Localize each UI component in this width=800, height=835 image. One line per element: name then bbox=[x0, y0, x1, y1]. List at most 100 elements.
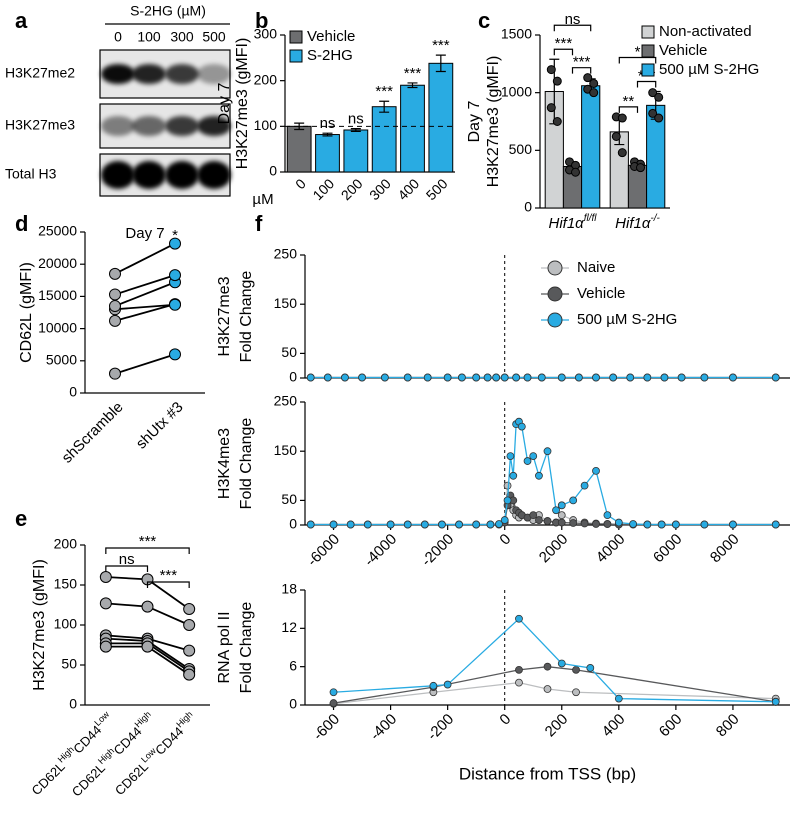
legend-label: Vehicle bbox=[577, 285, 625, 302]
significance: *** bbox=[432, 37, 450, 54]
bar bbox=[286, 125, 312, 173]
series-line bbox=[333, 681, 776, 705]
x-tick-label: -600 bbox=[310, 711, 343, 744]
data-point bbox=[543, 447, 552, 456]
bar bbox=[581, 85, 601, 209]
data-point bbox=[109, 367, 121, 380]
x-tick-label: 600 bbox=[656, 711, 686, 741]
data-point bbox=[495, 520, 503, 528]
y-axis-label: Fold Change bbox=[238, 418, 255, 510]
y-tick-label: 250 bbox=[274, 393, 298, 409]
blot-band bbox=[197, 64, 231, 84]
bracket bbox=[146, 581, 190, 588]
data-point bbox=[329, 688, 338, 697]
y-tick-label: 150 bbox=[274, 442, 298, 458]
error-bar bbox=[350, 128, 361, 132]
data-point bbox=[557, 518, 566, 527]
legend-swatch bbox=[289, 30, 303, 44]
data-point bbox=[617, 113, 627, 123]
data-point bbox=[535, 516, 543, 524]
bracket bbox=[618, 106, 639, 113]
x-tick-label: -4000 bbox=[361, 531, 400, 570]
legend-marker bbox=[547, 286, 563, 302]
x-tick-label: -200 bbox=[424, 711, 457, 744]
legend-label: 500 µM S-2HG bbox=[577, 311, 677, 328]
data-point bbox=[654, 92, 664, 102]
y-tick-label: 6 bbox=[289, 657, 297, 673]
data-point bbox=[609, 373, 618, 382]
data-point bbox=[403, 520, 412, 529]
lane-label: 500 bbox=[202, 29, 226, 45]
y-axis-label: H3K27me3 bbox=[216, 276, 233, 356]
x-tick-label: shUtx #3 bbox=[133, 399, 187, 453]
lane-label: 0 bbox=[114, 29, 122, 45]
lane-label: 300 bbox=[170, 29, 194, 45]
data-point bbox=[323, 373, 332, 382]
bracket-label: ns bbox=[119, 551, 135, 568]
data-point bbox=[614, 694, 623, 703]
data-point bbox=[580, 519, 589, 528]
data-point bbox=[592, 373, 600, 382]
panel-letter: b bbox=[255, 8, 268, 33]
x-axis-label: Distance from TSS (bp) bbox=[459, 764, 636, 783]
x-tick-label: -400 bbox=[367, 711, 400, 744]
y-tick-label: 12 bbox=[281, 619, 297, 635]
x-tick-label: 8000 bbox=[707, 531, 743, 567]
data-point bbox=[569, 519, 578, 527]
x-tick-label: 4000 bbox=[593, 531, 629, 567]
error-bar bbox=[435, 54, 446, 73]
y-tick-label: 0 bbox=[289, 696, 297, 712]
x-tick-label: Hif1αfl/fl bbox=[548, 213, 597, 232]
y-tick-label: 0 bbox=[69, 696, 77, 712]
data-point bbox=[589, 88, 599, 98]
series-line bbox=[310, 493, 776, 526]
data-point bbox=[771, 520, 780, 529]
data-point bbox=[109, 288, 121, 301]
significance: ns bbox=[348, 111, 364, 128]
data-point bbox=[771, 373, 780, 382]
data-point bbox=[592, 466, 600, 475]
data-point bbox=[660, 373, 669, 382]
data-point bbox=[183, 668, 196, 681]
data-point bbox=[329, 520, 338, 529]
data-point bbox=[617, 148, 627, 158]
y-tick-label: 1000 bbox=[501, 83, 532, 99]
data-point bbox=[729, 373, 737, 382]
series-line bbox=[310, 485, 776, 526]
data-point bbox=[472, 373, 481, 382]
data-point bbox=[492, 373, 501, 382]
y-tick-label: 0 bbox=[69, 384, 77, 400]
legend-swatch bbox=[289, 49, 303, 63]
data-point bbox=[546, 65, 556, 75]
data-point bbox=[429, 681, 438, 690]
chart-title: Day 7 bbox=[125, 225, 164, 242]
data-point bbox=[99, 571, 112, 583]
data-point bbox=[109, 314, 121, 327]
blot-band bbox=[197, 116, 231, 136]
data-point bbox=[700, 520, 709, 529]
pair-line bbox=[114, 353, 176, 375]
data-point bbox=[671, 520, 680, 529]
x-tick-label: 300 bbox=[366, 175, 394, 203]
data-point bbox=[571, 167, 580, 177]
data-point bbox=[99, 597, 112, 610]
data-point bbox=[654, 113, 664, 123]
x-tick-label: 400 bbox=[599, 711, 629, 741]
data-point bbox=[543, 517, 552, 525]
category-superscript: fl/fl bbox=[584, 213, 598, 224]
data-point bbox=[636, 163, 645, 173]
pair-line bbox=[114, 274, 176, 296]
y-tick-label: 20000 bbox=[38, 255, 77, 271]
data-point bbox=[515, 614, 523, 623]
x-tick-label: 200 bbox=[338, 175, 366, 203]
bar bbox=[315, 134, 340, 173]
data-point bbox=[589, 78, 599, 88]
data-point bbox=[535, 471, 543, 480]
data-point bbox=[183, 644, 196, 657]
data-point bbox=[486, 520, 495, 529]
error-bar bbox=[379, 100, 390, 113]
y-tick-label: 50 bbox=[61, 656, 77, 672]
data-point bbox=[543, 685, 552, 693]
data-point bbox=[438, 520, 446, 529]
x-tick-label: 100 bbox=[309, 175, 337, 203]
